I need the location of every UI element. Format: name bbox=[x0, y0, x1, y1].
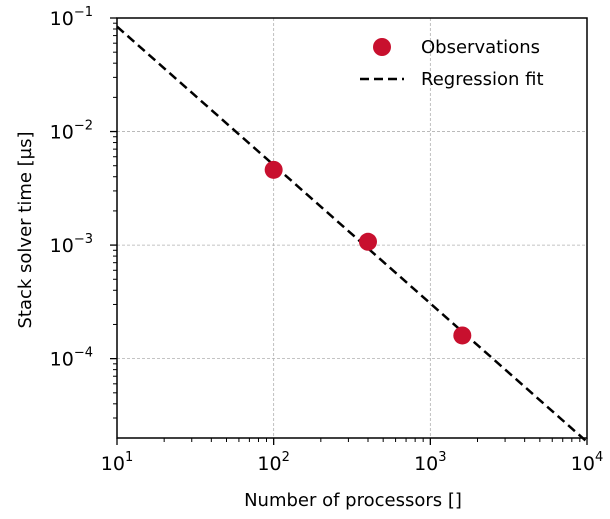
x-tick-label: 102 bbox=[257, 450, 289, 475]
x-tick-label: 104 bbox=[571, 450, 603, 475]
observation-points-layer bbox=[264, 160, 472, 345]
x-tick-label: 103 bbox=[414, 450, 446, 475]
x-tick-label: 101 bbox=[101, 450, 133, 475]
regression-fit-line bbox=[116, 25, 588, 443]
plot-frame bbox=[116, 17, 588, 439]
tick-labels: 101 102 103 104 10−4 10−3 10−2 10−1 bbox=[50, 5, 604, 475]
observation-point bbox=[264, 160, 283, 179]
y-tick-label: 10−4 bbox=[50, 346, 93, 371]
y-axis-label: Stack solver time [µs] bbox=[15, 131, 36, 328]
axis-ticks bbox=[110, 17, 588, 445]
x-axis-label: Number of processors [] bbox=[244, 490, 462, 511]
observation-point bbox=[358, 232, 377, 251]
y-tick-label: 10−1 bbox=[50, 5, 93, 30]
legend-observations-marker bbox=[373, 38, 391, 56]
grid-lines bbox=[117, 18, 587, 438]
legend-observations-label: Observations bbox=[421, 37, 540, 58]
regression-fit-layer bbox=[116, 25, 588, 443]
y-tick-label: 10−3 bbox=[50, 232, 93, 257]
legend: Observations Regression fit bbox=[360, 37, 544, 90]
y-tick-label: 10−2 bbox=[50, 119, 93, 144]
legend-regression-label: Regression fit bbox=[421, 69, 544, 90]
observation-point bbox=[453, 326, 472, 345]
